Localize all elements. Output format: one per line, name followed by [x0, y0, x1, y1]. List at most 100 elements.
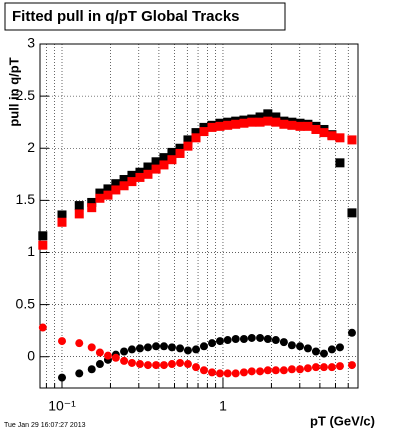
point [135, 167, 145, 177]
point [167, 360, 176, 369]
point [127, 345, 136, 354]
point [271, 336, 280, 345]
point [296, 365, 305, 374]
point [263, 366, 272, 375]
x-tick-label: 10⁻¹ [48, 398, 76, 414]
point [215, 121, 225, 131]
point [199, 366, 208, 375]
point [347, 361, 356, 370]
y-tick-label: 3 [27, 35, 35, 51]
point [111, 353, 120, 362]
point [95, 348, 104, 357]
point [199, 342, 208, 351]
point [239, 118, 249, 128]
x-axis-label: pT (GeV/c) [310, 413, 375, 428]
point [183, 360, 192, 369]
point [319, 363, 328, 372]
point [74, 201, 84, 211]
y-axis-label: pull in q/pT [6, 57, 21, 126]
x-tick-label: 1 [219, 398, 227, 414]
y-tick-label: 0.5 [16, 295, 36, 311]
point [239, 368, 248, 377]
point [143, 343, 152, 352]
point [271, 112, 281, 122]
point [263, 116, 273, 126]
point [58, 373, 67, 382]
plot-frame [39, 43, 359, 389]
y-tick-label: 2.5 [16, 87, 36, 103]
point [327, 131, 337, 141]
y-tick-label: 2 [27, 139, 35, 155]
point [311, 124, 321, 134]
point [256, 333, 265, 342]
point [208, 339, 217, 348]
point [167, 343, 176, 352]
point [263, 109, 273, 119]
point [87, 203, 97, 213]
chart-title: Fitted pull in q/pT Global Tracks [12, 8, 240, 25]
point [191, 133, 201, 143]
point [103, 351, 112, 360]
point [255, 112, 265, 122]
point [95, 193, 105, 203]
point [347, 328, 356, 337]
point [151, 164, 161, 174]
point [335, 133, 345, 143]
point [207, 122, 217, 132]
point [287, 365, 296, 374]
point [38, 240, 48, 250]
point [191, 128, 201, 138]
point [311, 363, 320, 372]
timestamp: Tue Jan 29 16:07:27 2013 [4, 422, 86, 429]
point [199, 127, 209, 137]
point [151, 157, 161, 167]
point [192, 345, 201, 354]
point [167, 147, 177, 157]
point [120, 356, 129, 365]
point [38, 323, 47, 332]
point [239, 335, 248, 344]
point [120, 347, 129, 356]
point [208, 368, 217, 377]
point [335, 362, 344, 371]
point [296, 342, 305, 351]
point [111, 179, 121, 189]
point [335, 343, 344, 352]
point [327, 345, 336, 354]
point [279, 119, 289, 129]
point [95, 188, 105, 198]
point [271, 366, 280, 375]
point [119, 181, 129, 191]
point [143, 361, 152, 370]
point [135, 360, 144, 369]
point [256, 367, 265, 376]
point [127, 358, 136, 367]
point [75, 339, 84, 348]
point [247, 367, 256, 376]
point [159, 153, 169, 163]
point [152, 361, 161, 370]
point [303, 121, 313, 131]
point [247, 117, 257, 127]
point [167, 155, 177, 165]
point [176, 344, 185, 353]
point [223, 336, 232, 345]
point [176, 358, 185, 367]
point [319, 349, 328, 358]
point [135, 172, 145, 182]
point [231, 335, 240, 344]
point [347, 135, 357, 145]
point [159, 361, 168, 370]
point [87, 365, 96, 374]
point [127, 170, 137, 180]
point [57, 217, 67, 227]
point [215, 369, 224, 378]
point [295, 121, 305, 131]
point [75, 369, 84, 378]
point [183, 346, 192, 355]
point [215, 337, 224, 346]
point [279, 366, 288, 375]
point [143, 162, 153, 172]
point [159, 160, 169, 170]
